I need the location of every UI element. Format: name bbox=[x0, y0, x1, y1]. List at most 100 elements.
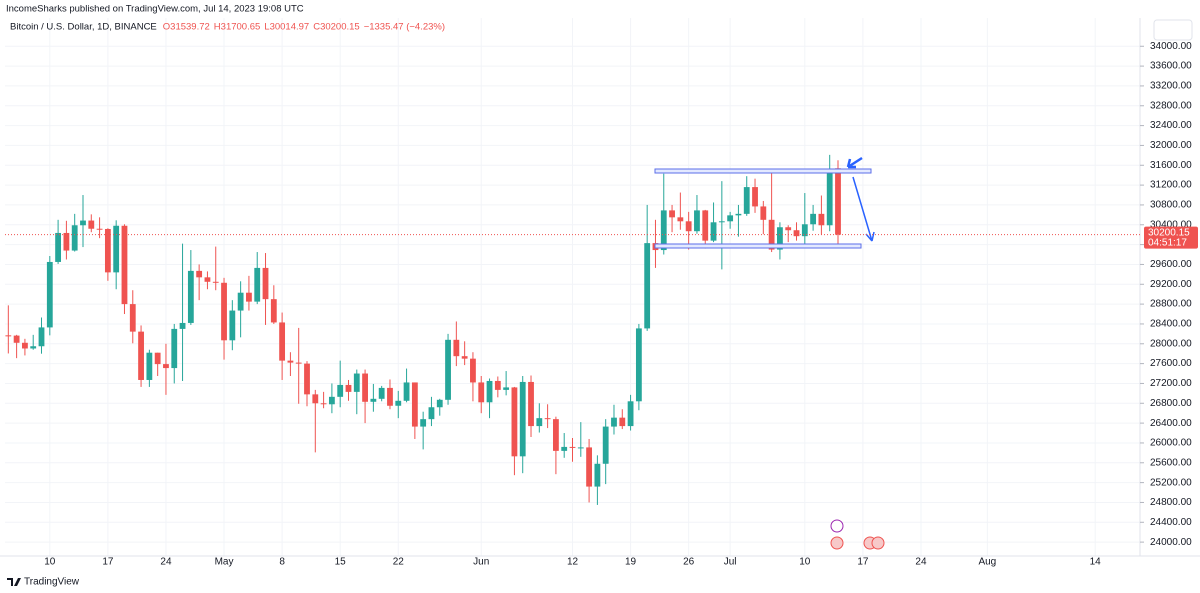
candle-body bbox=[760, 206, 767, 220]
candle-body bbox=[644, 243, 651, 329]
candle-body bbox=[22, 342, 28, 349]
candle-body bbox=[478, 382, 485, 403]
y-tick-label: 32000.00 bbox=[1150, 140, 1192, 151]
candle-body bbox=[370, 398, 377, 402]
candle-body bbox=[428, 407, 435, 420]
event-icon[interactable] bbox=[830, 536, 844, 550]
y-tick-label: 33600.00 bbox=[1150, 61, 1192, 72]
candle-body bbox=[743, 187, 750, 214]
candle-body bbox=[710, 222, 717, 241]
candle-body bbox=[328, 396, 335, 405]
candle-body bbox=[71, 225, 78, 251]
y-tick-label: 24000.00 bbox=[1150, 537, 1192, 548]
x-tick-label: May bbox=[215, 557, 234, 568]
legend: Bitcoin / U.S. Dollar, 1D, BINANCE O3153… bbox=[10, 22, 445, 33]
high-value: H31700.65 bbox=[214, 22, 260, 33]
candle-body bbox=[486, 380, 493, 403]
candle-body bbox=[553, 419, 559, 451]
y-tick-label: 34000.00 bbox=[1150, 41, 1192, 52]
candle-body bbox=[38, 327, 45, 347]
x-tick-label: Jul bbox=[724, 557, 737, 568]
event-icons bbox=[830, 519, 885, 550]
x-tick-label: 10 bbox=[44, 557, 56, 568]
x-tick-label: 19 bbox=[625, 557, 637, 568]
candle-body bbox=[752, 187, 758, 207]
x-tick-label: 24 bbox=[160, 557, 172, 568]
candle-body bbox=[777, 227, 783, 250]
candle-body bbox=[702, 210, 709, 241]
candle-body bbox=[511, 387, 518, 457]
candle-body bbox=[835, 168, 841, 235]
candle-body bbox=[46, 261, 53, 328]
resistance-line bbox=[654, 168, 872, 174]
candle-body bbox=[63, 232, 70, 251]
change-value: −1335.47 (−4.23%) bbox=[364, 22, 445, 33]
candle-body bbox=[395, 400, 402, 406]
candle-body bbox=[337, 384, 344, 397]
y-tick-label: 32800.00 bbox=[1150, 100, 1192, 111]
x-tick-label: 8 bbox=[279, 557, 285, 568]
candle-body bbox=[96, 228, 103, 230]
candle-body bbox=[735, 213, 742, 216]
candle-body bbox=[403, 382, 410, 401]
candle-body bbox=[586, 447, 592, 487]
candle-body bbox=[138, 331, 144, 380]
logo-mark bbox=[7, 578, 21, 586]
y-tick-label: 27600.00 bbox=[1150, 358, 1192, 369]
candle-body bbox=[30, 346, 37, 349]
candle-body bbox=[470, 358, 476, 383]
candle-body bbox=[279, 322, 286, 361]
candle-body bbox=[287, 360, 294, 363]
y-tick-label: 25600.00 bbox=[1150, 457, 1192, 468]
y-tick-label: 31200.00 bbox=[1150, 180, 1192, 191]
range-drawing bbox=[654, 156, 875, 249]
y-tick-label: 24400.00 bbox=[1150, 517, 1192, 528]
candle-body bbox=[594, 463, 601, 487]
candle-body bbox=[353, 373, 360, 392]
candle-body bbox=[80, 220, 86, 226]
event-icon[interactable] bbox=[830, 519, 844, 533]
candle-body bbox=[503, 387, 510, 390]
last-price-label: 30200.15 bbox=[1148, 227, 1190, 238]
candle-body bbox=[694, 210, 700, 232]
candle-body bbox=[312, 394, 319, 404]
y-tick-label: 26400.00 bbox=[1150, 418, 1192, 429]
y-tick-label: 32400.00 bbox=[1150, 120, 1192, 131]
candle-body bbox=[345, 384, 352, 392]
candle-body bbox=[378, 387, 385, 399]
x-tick-label: 24 bbox=[915, 557, 927, 568]
y-tick-label: 30800.00 bbox=[1150, 200, 1192, 211]
x-tick-label: 15 bbox=[335, 557, 347, 568]
candle-body bbox=[179, 322, 186, 329]
candle-body bbox=[577, 447, 584, 449]
candle-body bbox=[635, 328, 642, 402]
candle-body bbox=[494, 380, 501, 390]
y-tick-label: 29200.00 bbox=[1150, 279, 1192, 290]
y-tick-label: 29600.00 bbox=[1150, 259, 1192, 270]
candle-body bbox=[187, 270, 194, 323]
candle-body bbox=[561, 446, 568, 451]
candle-body bbox=[55, 232, 62, 262]
candle-body bbox=[304, 363, 310, 395]
support-line bbox=[654, 243, 862, 249]
event-icon[interactable] bbox=[871, 536, 885, 550]
candle-body bbox=[221, 282, 227, 341]
x-tick-label: 26 bbox=[683, 557, 695, 568]
candle-body bbox=[677, 217, 684, 222]
candle-body bbox=[204, 277, 211, 282]
candle-body bbox=[295, 362, 302, 364]
y-tick-label: 30400.00 bbox=[1150, 219, 1192, 230]
candle-body bbox=[13, 335, 20, 343]
footer: TradingView bbox=[24, 577, 80, 588]
countdown: 04:51:17 bbox=[1148, 237, 1187, 248]
candle-body bbox=[246, 292, 252, 302]
publisher: IncomeSharks published on TradingView.co… bbox=[6, 4, 304, 15]
candle-body bbox=[768, 219, 775, 250]
open-value: O31539.72 bbox=[163, 22, 210, 33]
low-value: L30014.97 bbox=[264, 22, 309, 33]
y-tick-label: 31600.00 bbox=[1150, 160, 1192, 171]
candle-body bbox=[212, 281, 219, 283]
candle-body bbox=[113, 225, 120, 273]
toolbar-button[interactable] bbox=[1153, 19, 1193, 41]
